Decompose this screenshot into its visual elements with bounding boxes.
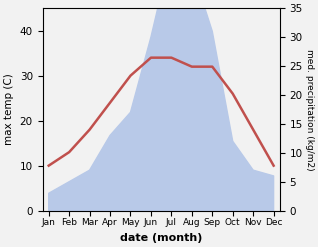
X-axis label: date (month): date (month): [120, 233, 202, 243]
Y-axis label: med. precipitation (kg/m2): med. precipitation (kg/m2): [305, 49, 314, 170]
Y-axis label: max temp (C): max temp (C): [4, 74, 14, 145]
